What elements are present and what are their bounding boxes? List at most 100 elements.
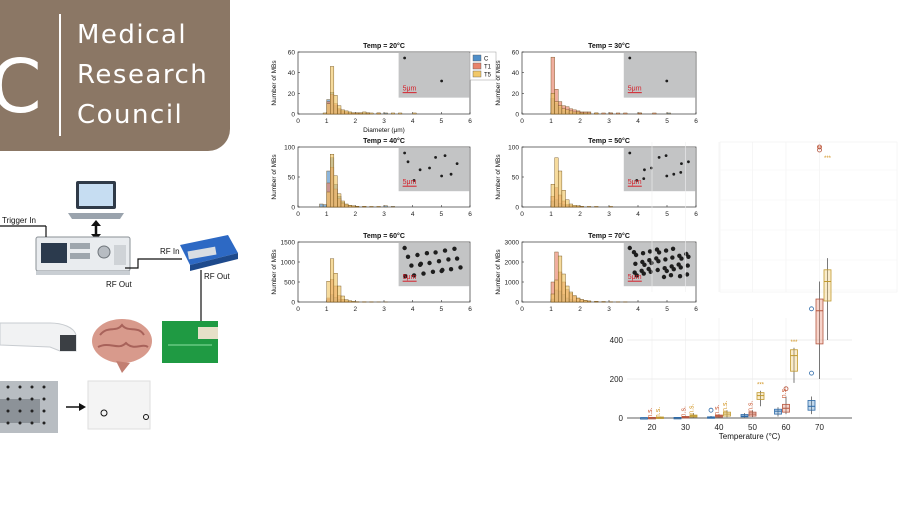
y-tick-label: 0 <box>291 112 295 119</box>
y-tick-label: 100 <box>284 145 295 152</box>
histogram-bar <box>594 112 599 115</box>
microbubble-dot <box>640 251 646 256</box>
microbubble-dot <box>668 273 674 278</box>
plot-frame <box>521 146 697 208</box>
histogram-bar <box>344 299 349 303</box>
histogram-bar <box>558 107 563 115</box>
histogram-bar <box>365 112 370 115</box>
box-T1 <box>782 403 790 413</box>
microscopy-inset-image <box>398 148 470 192</box>
histogram-bar <box>550 195 555 208</box>
histogram-bar <box>330 279 335 303</box>
histogram-bar <box>347 204 352 208</box>
histogram-bar <box>587 300 592 303</box>
microbubble-dot <box>650 166 653 170</box>
histogram-bar <box>623 112 628 115</box>
histogram-bar <box>340 300 345 303</box>
histogram-bar <box>337 105 342 115</box>
microbubble-dot <box>665 174 669 178</box>
rf-amplifier-icon <box>180 235 238 271</box>
histogram-bar <box>579 112 584 115</box>
histogram-bar <box>601 112 606 115</box>
histogram-bar <box>568 299 573 303</box>
x-tick-label: 60 <box>782 423 791 432</box>
microbubble-dot <box>663 248 669 253</box>
histogram-bar <box>550 98 555 115</box>
x-tick-label: 6 <box>468 306 472 313</box>
histogram-bar <box>362 112 367 115</box>
bubble-field-after-image <box>87 380 151 430</box>
microbubble-dot <box>428 166 431 170</box>
panel-title: Temp = 70°C <box>588 232 630 240</box>
box-T1 <box>681 416 690 419</box>
histogram-bar <box>561 189 566 208</box>
histogram-bar <box>355 206 360 208</box>
y-tick-label: 1000 <box>505 280 520 287</box>
x-tick-label: 3 <box>607 118 611 125</box>
x-axis-label: Diameter (μm) <box>363 127 405 134</box>
x-tick-label: 4 <box>636 211 640 218</box>
histogram-bar <box>376 112 381 115</box>
x-tick-label: 1 <box>325 118 329 125</box>
histogram-bar <box>568 205 573 208</box>
microscopy-inset-image <box>398 243 470 287</box>
x-tick-label: 3 <box>382 118 386 125</box>
histogram-bar <box>330 66 335 115</box>
histogram-bar <box>558 203 563 208</box>
histogram-bar <box>347 205 352 208</box>
microbubble-dot <box>440 79 444 83</box>
histogram-bar <box>583 300 588 303</box>
microbubble-dot <box>669 264 674 269</box>
microbubble-dot <box>454 256 460 261</box>
microbubble-dot <box>664 268 669 274</box>
histogram-bar <box>362 111 367 115</box>
microbubble-dot <box>403 56 407 60</box>
plot-frame <box>521 241 697 303</box>
histogram-bar <box>565 285 570 303</box>
microbubble-dot <box>649 260 654 266</box>
histogram-bar <box>558 105 563 115</box>
histogram-legend: C T1 T5 <box>469 51 497 81</box>
histogram-bar <box>554 289 559 303</box>
y-tick-label: 60 <box>288 50 296 57</box>
microbubble-dot <box>403 274 408 279</box>
box-C <box>740 414 749 418</box>
histogram-bar <box>355 112 360 115</box>
histogram-bar <box>565 111 570 115</box>
histogram-bar <box>558 101 563 115</box>
histogram-bar <box>326 101 331 115</box>
histogram-bar <box>340 299 345 303</box>
box-outlier <box>817 147 822 153</box>
microbubble-dot <box>633 261 638 266</box>
microbubble-dot <box>670 246 676 251</box>
histogram-bar <box>572 111 577 115</box>
histogram-bar <box>351 112 356 115</box>
microbubble-dot <box>684 251 689 257</box>
histogram-bar <box>412 112 417 115</box>
histogram-bar <box>322 112 327 115</box>
scale-bar-label: 5μm <box>403 179 417 186</box>
histogram-bar <box>351 206 356 208</box>
microbubble-dot <box>656 259 661 264</box>
microscopy-inset-image <box>623 53 696 98</box>
microbubble-dot <box>656 250 662 255</box>
microbubble-dot <box>440 267 445 273</box>
x-tick-label: 2 <box>354 118 358 125</box>
histogram-bar <box>340 110 345 115</box>
microbubble-dot <box>655 267 660 273</box>
y-tick-label: 3000 <box>505 240 520 247</box>
panel-title: Temp = 50°C <box>588 137 630 145</box>
histogram-bar <box>326 281 331 303</box>
microbubble-dot <box>458 265 463 270</box>
histogram-bar <box>333 297 338 303</box>
microbubble-dot <box>448 267 454 272</box>
histogram-bar <box>340 111 345 115</box>
significance-label: *** <box>790 340 798 346</box>
histogram-bar <box>572 295 577 303</box>
histogram-bar <box>666 112 671 115</box>
legend-label-T5: T5 <box>484 73 492 79</box>
x-tick-label: 5 <box>440 211 444 218</box>
x-tick-label: 1 <box>549 118 553 125</box>
microbubble-dot <box>648 269 653 274</box>
